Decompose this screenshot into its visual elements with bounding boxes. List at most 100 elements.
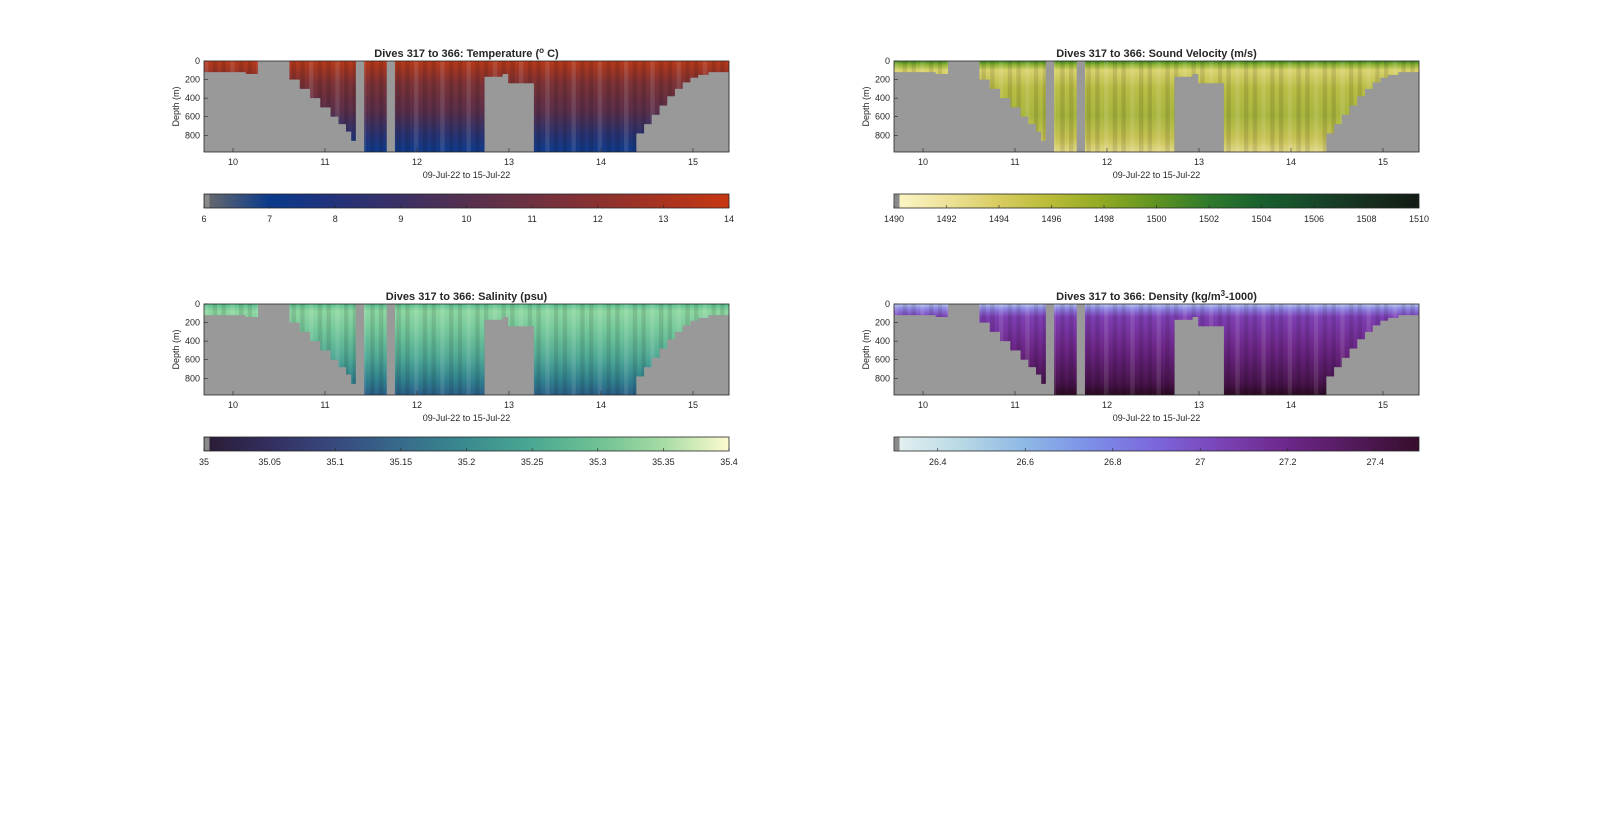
no-data-column: [708, 315, 730, 395]
no-data-mask: [204, 304, 730, 395]
profile-streak: [1025, 61, 1030, 152]
no-data-column: [636, 376, 645, 395]
panel-sound-velocity: Dives 317 to 366: Sound Velocity (m/s) 0 2…: [861, 48, 1429, 224]
title-superscript: o: [539, 46, 544, 55]
profile-streak: [1016, 61, 1021, 152]
chart-title: Dives 317 to 366: Temperature (o C): [374, 46, 559, 60]
no-data-column: [1045, 304, 1055, 395]
no-data-column: [1372, 325, 1381, 395]
profile-streak: [1279, 61, 1284, 152]
no-data-column: [319, 350, 331, 395]
colorbar-tick-label: 27.2: [1279, 457, 1297, 467]
colorbar-tick-label: 1490: [884, 214, 904, 224]
y-tick-label: 0: [195, 299, 200, 309]
profile-streak: [1244, 304, 1249, 395]
colorbar-tick-label: 35.2: [458, 457, 476, 467]
no-data-column: [948, 304, 980, 395]
colorbar: 6 7 8 9 10 11 12 13 14: [201, 193, 734, 224]
colorbar-tick-label: 27: [1195, 457, 1205, 467]
profile-streak: [1112, 61, 1118, 152]
profile-streak: [1235, 304, 1240, 395]
profile-streak: [536, 61, 541, 152]
no-data-column: [682, 82, 691, 152]
no-data-column: [1197, 326, 1224, 395]
no-data-column: [1174, 319, 1194, 395]
no-data-column: [309, 98, 321, 152]
colorbar-tick-label: 6: [201, 214, 206, 224]
chart-title: Dives 317 to 366: Density (kg/m3-1000): [1056, 289, 1257, 303]
profile-streak: [1226, 61, 1231, 152]
profile-streak: [422, 61, 428, 152]
no-data-column: [1192, 74, 1199, 152]
no-data-column: [667, 339, 676, 395]
y-tick-label: 800: [875, 373, 890, 383]
profile-streak: [1156, 304, 1161, 395]
chart-title: Dives 317 to 366: Sound Velocity (m/s): [1056, 48, 1257, 60]
profile-streak: [396, 61, 401, 152]
no-data-column: [1388, 74, 1399, 152]
colorbar-nodata-swatch: [894, 437, 900, 451]
no-data-column: [690, 77, 699, 152]
colorbar: 35 35.05 35.1 35.15 35.2 35.25 35.3 35.35 35.4: [199, 436, 738, 467]
no-data-column: [350, 383, 357, 395]
profile-streak: [615, 304, 620, 395]
no-data-column: [502, 74, 509, 152]
no-data-column: [1326, 376, 1335, 395]
no-data-column: [1076, 304, 1085, 395]
no-data-column: [1372, 82, 1381, 152]
profile-streak: [571, 61, 576, 152]
profile-streak: [1322, 61, 1328, 152]
profile-streak: [405, 61, 410, 152]
profile-streak: [1139, 304, 1144, 395]
title-text: Dives 317 to 366: Temperature (: [374, 48, 539, 60]
no-data-column: [1398, 315, 1420, 395]
panel-salinity: Dives 317 to 366: Salinity (psu) 0 200 400 6…: [171, 291, 738, 467]
colorbar-tick-label: 13: [658, 214, 668, 224]
colorbar-tick-label: 8: [333, 214, 338, 224]
panel-density: Dives 317 to 366: Density (kg/m3-1000) 0 2…: [861, 289, 1420, 467]
profile-streak: [1287, 304, 1293, 395]
y-tick-label: 600: [185, 355, 200, 365]
profile-streak: [449, 304, 454, 395]
profile-streak: [632, 61, 638, 152]
profile-streak: [1139, 61, 1144, 152]
no-data-column: [1192, 317, 1199, 395]
no-data-column: [894, 72, 936, 152]
y-tick-label: 0: [885, 56, 890, 66]
profile-streak: [440, 304, 445, 395]
profile-streak: [405, 304, 410, 395]
no-data-column: [1341, 114, 1351, 152]
no-data-column: [245, 74, 259, 152]
title-text: Dives 317 to 366: Salinity (psu): [386, 291, 548, 303]
colorbar-nodata-swatch: [204, 194, 210, 208]
no-data-column: [1349, 348, 1358, 395]
profile-streak: [650, 304, 655, 395]
y-tick-label: 800: [185, 130, 200, 140]
no-data-column: [1398, 72, 1420, 152]
profile-streak: [641, 61, 646, 152]
x-tick-label: 13: [1194, 157, 1204, 167]
no-data-column: [651, 114, 661, 152]
colorbar-tick-label: 35.3: [589, 457, 607, 467]
y-axis-label: Depth (m): [861, 329, 871, 369]
profile-streak: [1296, 304, 1301, 395]
no-data-column: [350, 140, 357, 152]
profile-streak: [589, 61, 594, 152]
profile-streak: [1322, 304, 1328, 395]
no-data-column: [644, 367, 653, 395]
no-data-column: [690, 320, 699, 395]
x-tick-label: 15: [688, 400, 698, 410]
no-data-column: [1357, 96, 1366, 152]
colorbar: 26.4 26.6 26.8 27 27.2 27.4: [893, 436, 1420, 467]
no-data-column: [1020, 116, 1029, 152]
no-data-column: [1040, 383, 1047, 395]
no-data-column: [345, 374, 352, 395]
no-data-column: [386, 304, 395, 395]
colorbar-tick-label: 11: [527, 214, 536, 224]
profile-streak: [475, 61, 480, 152]
no-data-column: [894, 315, 936, 395]
no-data-column: [1349, 105, 1358, 152]
profile-streak: [344, 304, 349, 395]
panel-temperature: Dives 317 to 366: Temperature (o C) 0 200 4…: [171, 46, 734, 224]
profile-streak: [1340, 304, 1345, 395]
